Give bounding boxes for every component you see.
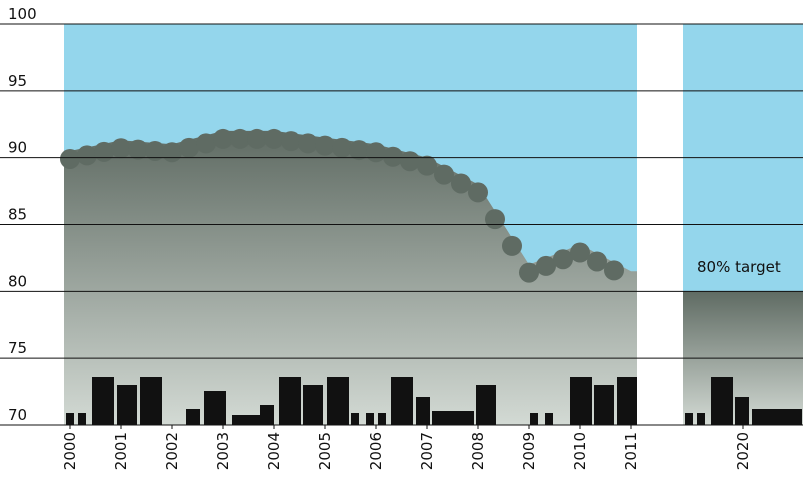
cloud-bump bbox=[604, 260, 624, 280]
annotation: 80% target bbox=[697, 258, 781, 276]
x-tick-label: 2011 bbox=[622, 432, 640, 470]
cloud-bump bbox=[451, 173, 471, 193]
building bbox=[186, 409, 200, 425]
y-tick-label: 75 bbox=[8, 339, 27, 357]
cloud-bump bbox=[94, 142, 114, 162]
building bbox=[530, 413, 538, 425]
building bbox=[66, 413, 74, 425]
x-tick-label: 2002 bbox=[163, 432, 181, 470]
x-tick-label: 2006 bbox=[367, 432, 385, 470]
cloud-bump bbox=[400, 151, 420, 171]
building bbox=[303, 385, 323, 425]
building bbox=[391, 377, 413, 425]
chart: 70 75 80 85 90 95 100 2000 2001 2002 2003 2004 2005 2… bbox=[0, 0, 807, 483]
cloud-bump bbox=[111, 138, 131, 158]
x-tick-label: 2004 bbox=[265, 432, 283, 470]
x-tick-label: 2008 bbox=[469, 432, 487, 470]
building bbox=[594, 385, 614, 425]
building bbox=[685, 413, 693, 425]
y-tick-label: 80 bbox=[8, 272, 27, 290]
cloud-bump bbox=[298, 133, 318, 153]
building bbox=[140, 377, 162, 425]
building bbox=[117, 385, 137, 425]
building bbox=[545, 413, 553, 425]
building bbox=[570, 377, 592, 425]
building bbox=[378, 413, 386, 425]
cloud-bump bbox=[553, 249, 573, 269]
cloud-bump bbox=[485, 209, 505, 229]
building bbox=[366, 413, 374, 425]
cloud-bump bbox=[383, 147, 403, 167]
y-tick-label: 90 bbox=[8, 139, 27, 157]
cloud-bump bbox=[128, 140, 148, 160]
building bbox=[351, 413, 359, 425]
cloud-bump bbox=[332, 138, 352, 158]
cloud-bump bbox=[179, 138, 199, 158]
building bbox=[78, 413, 86, 425]
cloud-bump bbox=[196, 133, 216, 153]
y-tick-label: 85 bbox=[8, 206, 27, 224]
cloud-bump bbox=[434, 165, 454, 185]
building bbox=[735, 397, 749, 425]
building bbox=[617, 377, 637, 425]
cloud-bump bbox=[281, 131, 301, 151]
cloud-bump bbox=[536, 256, 556, 276]
y-tick-label: 100 bbox=[8, 5, 37, 23]
x-tick-label: 2020 bbox=[734, 432, 752, 470]
cloud-bump bbox=[349, 140, 369, 160]
building bbox=[697, 413, 705, 425]
x-tick-label: 2010 bbox=[571, 432, 589, 470]
building bbox=[92, 377, 114, 425]
cloud-bump bbox=[162, 142, 182, 162]
building bbox=[752, 409, 802, 425]
cloud-bump bbox=[60, 149, 80, 169]
building bbox=[432, 411, 474, 425]
building bbox=[711, 377, 733, 425]
cloud-bump bbox=[264, 129, 284, 149]
x-tick-label: 2005 bbox=[316, 432, 334, 470]
x-tick-label: 2007 bbox=[418, 432, 436, 470]
cloud-bump bbox=[315, 136, 335, 156]
building bbox=[279, 377, 301, 425]
building bbox=[232, 415, 260, 425]
x-tick-label: 2000 bbox=[61, 432, 79, 470]
x-tick-label: 2009 bbox=[520, 432, 538, 470]
building bbox=[260, 405, 274, 425]
cloud-bump bbox=[570, 243, 590, 263]
cloud-bump bbox=[417, 156, 437, 176]
building bbox=[416, 397, 430, 425]
cloud-bump bbox=[366, 142, 386, 162]
building bbox=[327, 377, 349, 425]
y-tick-label: 95 bbox=[8, 72, 27, 90]
x-tick-label: 2003 bbox=[214, 432, 232, 470]
cloud-bump bbox=[77, 145, 97, 165]
cloud-bump bbox=[519, 263, 539, 283]
building bbox=[204, 391, 226, 425]
cloud-bump bbox=[468, 182, 488, 202]
building bbox=[476, 385, 496, 425]
cloud-bump bbox=[502, 236, 522, 256]
cloud-bump bbox=[587, 251, 607, 271]
y-tick-label: 70 bbox=[8, 406, 27, 424]
x-tick-label: 2001 bbox=[112, 432, 130, 470]
